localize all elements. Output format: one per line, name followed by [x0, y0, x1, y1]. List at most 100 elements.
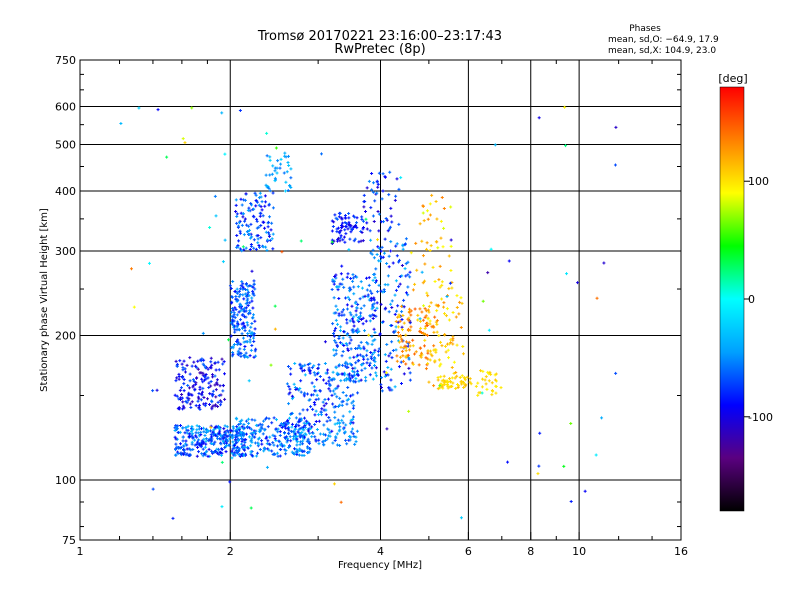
data-point	[194, 376, 198, 380]
data-point	[328, 389, 332, 393]
data-point	[401, 314, 405, 318]
data-point	[181, 448, 185, 452]
data-point	[182, 406, 186, 410]
data-point	[444, 344, 448, 348]
data-point	[409, 309, 413, 313]
data-point	[240, 439, 244, 443]
data-point	[396, 325, 400, 329]
data-point	[187, 386, 191, 390]
data-point	[322, 378, 326, 382]
data-point	[239, 431, 243, 435]
data-point	[402, 372, 406, 376]
data-point	[200, 452, 204, 456]
data-point	[365, 353, 369, 357]
data-point	[246, 304, 250, 308]
data-point	[303, 391, 307, 395]
data-point	[413, 282, 417, 286]
data-point	[300, 449, 304, 453]
data-point	[323, 361, 327, 365]
data-point	[213, 361, 217, 365]
data-point	[417, 363, 421, 367]
data-point	[341, 350, 345, 354]
data-point	[200, 377, 204, 381]
data-point	[278, 443, 282, 447]
data-point	[339, 329, 343, 333]
data-point	[383, 283, 387, 287]
colorbar-tick-label: 100	[748, 175, 769, 188]
data-point	[183, 141, 187, 145]
data-point	[220, 357, 224, 361]
data-point	[322, 432, 326, 436]
data-point	[346, 227, 350, 231]
data-point	[186, 393, 190, 397]
data-point	[334, 405, 338, 409]
data-point	[228, 284, 232, 288]
data-point	[246, 312, 250, 316]
data-point	[285, 440, 289, 444]
data-point	[365, 227, 369, 231]
data-point	[373, 364, 377, 368]
data-point	[248, 335, 252, 339]
data-point	[262, 245, 266, 249]
data-point	[332, 220, 336, 224]
data-point	[331, 441, 335, 445]
data-point	[365, 186, 369, 190]
data-point	[204, 450, 208, 454]
data-point	[346, 385, 350, 389]
data-point	[201, 386, 205, 390]
data-point	[336, 308, 340, 312]
data-point	[331, 389, 335, 393]
data-point	[235, 425, 239, 429]
y-tick-label: 200	[55, 330, 76, 343]
data-point	[439, 236, 443, 240]
data-point	[394, 279, 398, 283]
data-point	[338, 231, 342, 235]
data-point	[345, 275, 349, 279]
data-point	[240, 313, 244, 317]
data-point	[176, 424, 180, 428]
data-point	[266, 425, 270, 429]
data-point	[456, 385, 460, 389]
data-point	[327, 434, 331, 438]
data-point	[333, 329, 337, 333]
data-point	[400, 274, 404, 278]
data-point	[254, 423, 258, 427]
data-point	[247, 228, 251, 232]
data-point	[236, 340, 240, 344]
data-point	[339, 226, 343, 230]
data-point	[238, 303, 242, 307]
data-point	[210, 441, 214, 445]
data-point	[230, 449, 234, 453]
data-point	[455, 374, 459, 378]
data-point	[602, 261, 606, 265]
data-point	[194, 434, 198, 438]
data-point	[428, 322, 432, 326]
data-point	[254, 354, 258, 358]
data-point	[449, 205, 453, 209]
data-point	[265, 154, 269, 158]
data-point	[242, 198, 246, 202]
data-point	[348, 335, 352, 339]
data-point	[246, 297, 250, 301]
data-point	[217, 368, 221, 372]
data-point	[317, 442, 321, 446]
data-point	[421, 318, 425, 322]
data-point	[267, 234, 271, 238]
data-point	[209, 425, 213, 429]
data-point	[209, 379, 213, 383]
data-point	[243, 329, 247, 333]
data-point	[233, 324, 237, 328]
data-point	[190, 400, 194, 404]
data-point	[334, 352, 338, 356]
data-point	[176, 431, 180, 435]
x-tick-label: 10	[572, 545, 586, 558]
data-point	[242, 423, 246, 427]
data-point	[345, 402, 349, 406]
chart-title: Tromsø 20170221 23:16:00–23:17:43	[257, 29, 502, 44]
data-point	[370, 342, 374, 346]
data-point	[408, 270, 412, 274]
data-point	[224, 450, 228, 454]
data-point	[211, 389, 215, 393]
data-point	[298, 443, 302, 447]
data-point	[254, 432, 258, 436]
